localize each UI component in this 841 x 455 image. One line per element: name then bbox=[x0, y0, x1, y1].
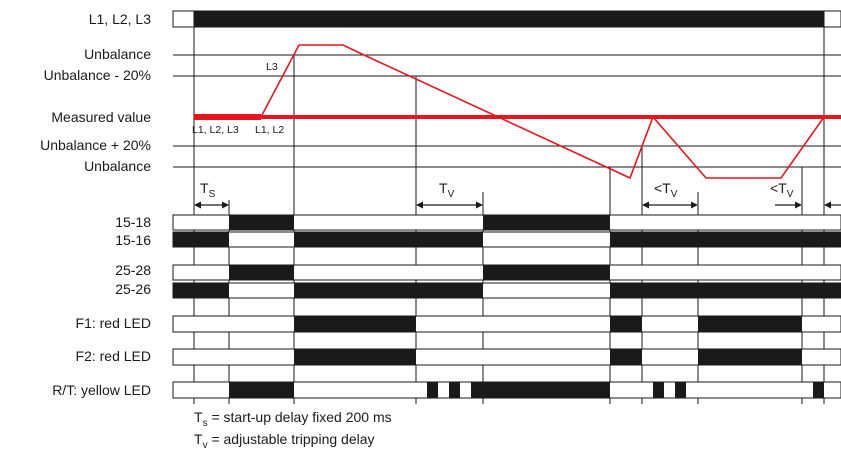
label-phases: L1, L2, L3 bbox=[89, 11, 151, 27]
ts-label: TS bbox=[200, 180, 216, 200]
contact-15-16-row bbox=[172, 231, 841, 248]
f2-led-row bbox=[172, 348, 841, 366]
tv-less-label-1: <TV bbox=[654, 180, 678, 200]
legend-ts: Ts = start-up delay fixed 200 ms bbox=[194, 409, 392, 429]
event-lines bbox=[193, 11, 825, 404]
reference-lines bbox=[173, 54, 841, 168]
label-contact-25-26: 25-26 bbox=[115, 281, 151, 297]
phases-supply-bar bbox=[172, 10, 841, 28]
annotation-l3: L3 bbox=[266, 61, 278, 73]
label-rt-yellow-led: R/T: yellow LED bbox=[52, 382, 151, 398]
tv-less-label-2: <TV bbox=[770, 180, 794, 200]
label-unbalance-top: Unbalance bbox=[84, 46, 151, 62]
label-unbalance-bottom: Unbalance bbox=[84, 158, 151, 174]
label-contact-25-28: 25-28 bbox=[115, 262, 151, 278]
label-contact-15-16: 15-16 bbox=[115, 232, 151, 248]
contact-15-18-row bbox=[172, 214, 841, 231]
annotation-l1-l2: L1, L2 bbox=[255, 124, 284, 136]
annotation-l1-l2-l3: L1, L2, L3 bbox=[192, 124, 239, 136]
label-unbalance-plus: Unbalance + 20% bbox=[40, 137, 151, 153]
contact-25-28-row bbox=[172, 264, 841, 281]
timing-arrows bbox=[194, 201, 841, 209]
label-measured-value: Measured value bbox=[51, 109, 151, 125]
label-f1-red-led: F1: red LED bbox=[76, 315, 151, 331]
measured-signal bbox=[194, 44, 841, 180]
legend-tv: Tv = adjustable tripping delay bbox=[194, 431, 375, 451]
label-unbalance-minus: Unbalance - 20% bbox=[44, 67, 151, 83]
contact-25-26-row bbox=[172, 282, 841, 299]
rt-led-row bbox=[172, 381, 841, 399]
label-contact-15-18: 15-18 bbox=[115, 214, 151, 230]
f1-led-row bbox=[172, 315, 841, 333]
label-f2-red-led: F2: red LED bbox=[76, 348, 151, 364]
tv-label: TV bbox=[439, 180, 455, 200]
measured-value-trace bbox=[260, 44, 825, 180]
